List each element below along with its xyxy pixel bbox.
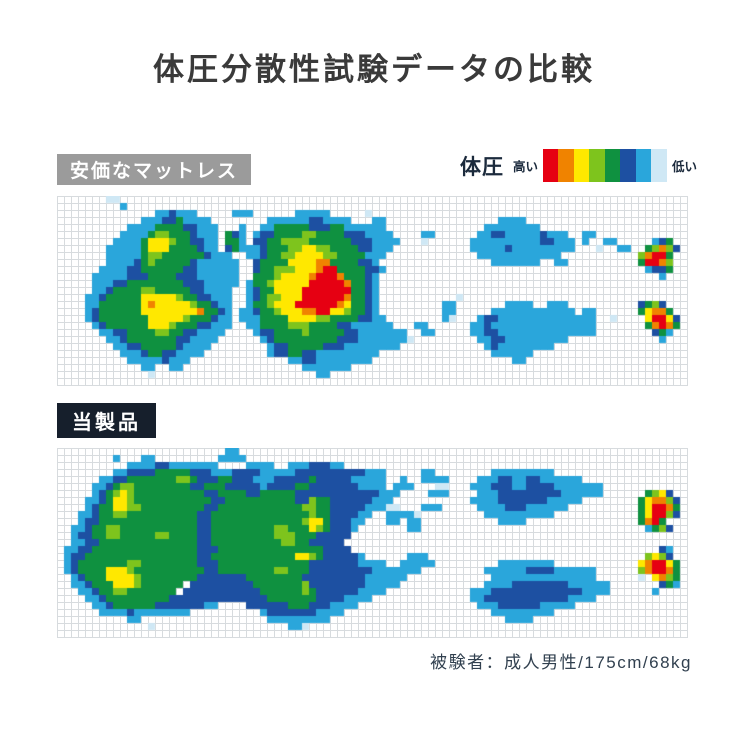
heatmap-cheap-mattress — [57, 196, 688, 386]
legend-color-swatch — [604, 149, 621, 182]
heatmap-our-product — [57, 448, 688, 638]
legend-color-swatch — [542, 149, 559, 182]
legend-color-swatch — [651, 149, 667, 182]
legend-color-swatch — [573, 149, 590, 182]
legend-title: 体圧 — [459, 155, 504, 179]
heatmap-our-product-canvas — [57, 448, 687, 637]
test-subject-note: 被験者：成人男性/175cm/68kg — [430, 653, 692, 672]
page-title: 体圧分散性試験データの比較 — [153, 52, 595, 87]
heatmap-cheap-mattress-canvas — [57, 196, 687, 385]
legend-low-label: 低い — [671, 160, 697, 174]
legend-high-label: 高い — [512, 160, 538, 174]
legend-color-swatch — [620, 149, 636, 182]
legend-color-swatch — [558, 149, 574, 182]
legend-color-scale — [542, 149, 667, 182]
pressure-legend: 体圧 高い 低い — [460, 149, 697, 182]
legend-color-swatch — [635, 149, 652, 182]
section-label-our-product: 当製品 — [57, 403, 156, 438]
section-label-cheap-mattress: 安価なマットレス — [57, 154, 252, 185]
legend-color-swatch — [589, 149, 605, 182]
